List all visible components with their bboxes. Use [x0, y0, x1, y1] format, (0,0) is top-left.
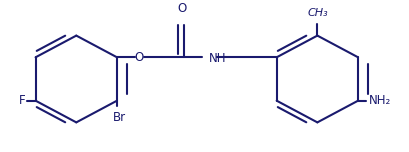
Text: NH: NH	[209, 52, 226, 65]
Text: O: O	[178, 2, 187, 15]
Text: Br: Br	[112, 111, 125, 124]
Text: CH₃: CH₃	[306, 8, 327, 18]
Text: NH₂: NH₂	[368, 94, 391, 107]
Text: O: O	[135, 51, 144, 64]
Text: F: F	[19, 94, 25, 107]
